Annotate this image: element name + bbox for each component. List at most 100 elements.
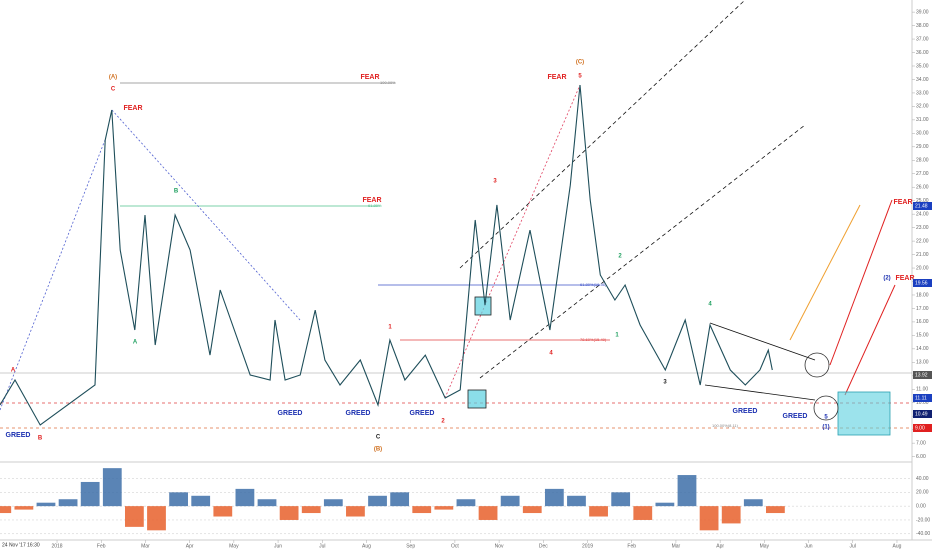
wave-label: GREED: [6, 432, 31, 439]
level-label: 100.00%: [380, 80, 396, 85]
level-label: 100.00%(8.11): [712, 423, 739, 428]
wave-label: B: [38, 436, 43, 442]
y-tick-label: 32.00: [916, 104, 929, 110]
y-tick-label: 15.00: [916, 333, 929, 339]
price-label-box: [913, 202, 932, 210]
x-tick-label: Dec: [539, 543, 548, 549]
price-label-box: [913, 371, 932, 379]
wave-label: GREED: [783, 413, 808, 420]
histogram-bar: [743, 499, 763, 507]
histogram-bar: [36, 502, 56, 507]
wave-label: FEAR: [360, 74, 379, 81]
histogram-bar: [589, 506, 608, 517]
arrow: [789, 204, 861, 341]
histogram-bar: [147, 506, 166, 531]
histogram-bar: [14, 506, 34, 510]
circle: [813, 395, 839, 421]
histogram-bar: [655, 502, 675, 507]
wave-label: C: [376, 435, 381, 441]
histogram-bar: [301, 506, 321, 514]
trend-line: [709, 322, 816, 361]
histogram-bar: [567, 495, 586, 507]
histogram-bar: [766, 506, 785, 514]
wave-label: 2: [618, 254, 622, 260]
target-box: [467, 389, 487, 409]
x-tick-label: Aug: [362, 543, 371, 549]
histogram-bar: [721, 506, 741, 524]
histogram-bar: [80, 481, 100, 507]
histogram-bar: [412, 506, 432, 514]
histogram-bar: [368, 495, 387, 507]
trend-line: [444, 84, 581, 399]
wave-label: FEAR: [362, 197, 381, 204]
histogram-bar: [456, 499, 476, 507]
y-tick-label: 13.00: [916, 360, 929, 366]
histogram-bar: [102, 468, 122, 507]
x-tick-label: Feb: [627, 543, 636, 549]
price-label: 9.00: [915, 425, 925, 431]
wave-label: A: [133, 340, 138, 346]
histogram-bar: [544, 488, 564, 507]
level-labels: 100.00% 61.80% 61.80%(19.56) 78.60%(15.4…: [368, 80, 739, 428]
wave-label: 5: [578, 74, 582, 80]
x-tick-label: Apr: [716, 543, 724, 549]
x-tick-label: Aug: [893, 543, 902, 549]
y-tick-label: 28.00: [916, 158, 929, 164]
wave-label: (1): [822, 425, 829, 431]
wave-label: 1: [615, 333, 619, 339]
drawings: [0, 0, 912, 436]
x-tick-label: Jun: [805, 543, 813, 549]
x-tick-label: Mar: [672, 543, 681, 549]
level-label: 61.80%(19.56): [580, 282, 607, 287]
y-tick-label: 7.00: [916, 440, 926, 446]
price-label: 19.56: [915, 280, 928, 286]
y-tick-label: 11.00: [916, 387, 928, 393]
y-tick-label: 39.00: [916, 9, 929, 15]
y-tick-label: 14.00: [916, 346, 929, 352]
wave-label: (C): [576, 60, 584, 66]
y-tick-label: 21.00: [916, 252, 929, 258]
arrow: [829, 199, 893, 366]
histogram-bar: [323, 499, 343, 507]
y-tick-label: 16.00: [916, 319, 929, 325]
price-label-box: [913, 410, 932, 418]
wave-label: FEAR: [123, 105, 142, 112]
y-tick-label: 31.00: [916, 117, 929, 123]
x-tick-label: May: [760, 543, 770, 549]
y-tick-label: 26.00: [916, 185, 929, 191]
wave-label: (2): [883, 276, 890, 282]
y-tick-label: 20.00: [916, 265, 929, 271]
y-tick-label: 37.00: [916, 36, 929, 42]
wave-label: (B): [374, 447, 382, 453]
x-tick-label: Oct: [451, 543, 459, 549]
price-label: 13.92: [915, 372, 928, 378]
channel-line: [459, 0, 746, 269]
x-tick-label: 2018: [51, 543, 62, 549]
y-tick-label: 34.00: [916, 77, 929, 83]
wave-label: 3: [493, 179, 497, 185]
x-tick-label: Nov: [495, 543, 504, 549]
price-label-box: [913, 394, 932, 402]
price-line: [0, 84, 773, 426]
y-tick-label: -40.00: [916, 531, 930, 537]
histogram-bar: [346, 506, 365, 517]
trend-line: [704, 384, 816, 401]
x-tick-label: Sep: [406, 543, 415, 549]
trend-line: [111, 109, 301, 321]
level-label: 78.60%(15.49): [580, 337, 607, 342]
wave-label: 5: [824, 415, 828, 421]
x-tick-label: Feb: [97, 543, 106, 549]
y-tick-label: 38.00: [916, 23, 929, 29]
histogram-bar: [390, 492, 410, 507]
channel-line: [479, 124, 806, 379]
price-label-box: [913, 279, 932, 287]
wave-label: FEAR: [895, 275, 914, 282]
wave-label: FEAR: [893, 199, 912, 206]
histogram-bar: [699, 506, 719, 531]
price-label: 21.48: [915, 203, 928, 209]
y-tick-label: 18.00: [916, 292, 929, 298]
wave-label: B: [174, 189, 179, 195]
histogram-bar: [279, 506, 299, 520]
wave-label: C: [111, 87, 116, 93]
y-tick-label: 24.00: [916, 211, 929, 217]
